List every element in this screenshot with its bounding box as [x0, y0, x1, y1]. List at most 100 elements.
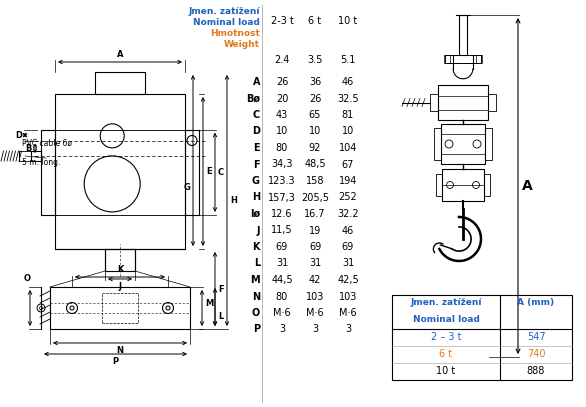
Text: 48,5: 48,5	[304, 160, 326, 169]
Bar	[441, 124, 485, 164]
Bar	[442, 169, 484, 201]
Text: 3: 3	[312, 324, 318, 335]
Text: 888: 888	[527, 366, 545, 376]
Text: Nominal load: Nominal load	[413, 315, 479, 324]
Text: 3: 3	[345, 324, 351, 335]
Text: 92: 92	[309, 143, 321, 153]
Bar	[392, 295, 572, 380]
Text: 11,5: 11,5	[271, 225, 293, 236]
Text: 67: 67	[342, 160, 354, 169]
Text: 34,3: 34,3	[271, 160, 293, 169]
Text: 42: 42	[309, 275, 321, 285]
Text: 205,5: 205,5	[301, 193, 329, 203]
Text: M: M	[205, 299, 213, 308]
Bar	[476, 55, 482, 63]
Bar	[185, 130, 199, 215]
Text: 26: 26	[276, 77, 288, 87]
Text: L: L	[254, 258, 260, 269]
Text: F: F	[218, 284, 224, 293]
Text: D: D	[252, 127, 260, 136]
Text: Weight: Weight	[224, 40, 260, 49]
Text: E: E	[206, 167, 212, 176]
Text: 2 – 3 t: 2 – 3 t	[431, 332, 461, 342]
Text: 10: 10	[342, 127, 354, 136]
Text: 5.1: 5.1	[340, 55, 356, 65]
Text: 547: 547	[527, 332, 546, 342]
Text: 31: 31	[276, 258, 288, 269]
Text: B: B	[26, 144, 32, 153]
Text: M·6: M·6	[339, 308, 357, 318]
Text: 32.5: 32.5	[337, 94, 359, 103]
Text: J: J	[118, 282, 121, 291]
Text: O: O	[23, 274, 30, 283]
Bar	[105, 249, 135, 271]
Bar	[31, 151, 41, 161]
Text: 81: 81	[342, 110, 354, 120]
Bar	[444, 55, 450, 63]
Text: M·6: M·6	[273, 308, 291, 318]
Text: Bø: Bø	[246, 94, 260, 103]
Text: 69: 69	[342, 242, 354, 252]
Text: 42,5: 42,5	[337, 275, 359, 285]
Text: 5 m. long.: 5 m. long.	[22, 158, 60, 167]
Text: 157,3: 157,3	[268, 193, 296, 203]
Text: L: L	[218, 312, 223, 321]
Text: 104: 104	[339, 143, 357, 153]
Text: F: F	[253, 160, 260, 169]
Text: 46: 46	[342, 225, 354, 236]
Text: 31: 31	[342, 258, 354, 269]
Text: Jmen. zatížení: Jmen. zatížení	[410, 298, 482, 307]
Text: 80: 80	[276, 143, 288, 153]
Text: 46: 46	[342, 77, 354, 87]
Text: G: G	[252, 176, 260, 186]
Text: 10: 10	[276, 127, 288, 136]
Text: A: A	[117, 50, 123, 59]
Text: 32.2: 32.2	[337, 209, 359, 219]
Text: P: P	[253, 324, 260, 335]
Text: 43: 43	[276, 110, 288, 120]
Text: J: J	[257, 225, 260, 236]
Text: Jmen. zatížení: Jmen. zatížení	[189, 7, 260, 16]
Text: 80: 80	[276, 291, 288, 302]
Text: 3: 3	[279, 324, 285, 335]
Text: M: M	[250, 275, 260, 285]
Text: P: P	[113, 357, 118, 366]
Text: 103: 103	[339, 291, 357, 302]
Bar	[484, 174, 490, 196]
Text: N: N	[117, 346, 124, 355]
Text: 2-3 t: 2-3 t	[271, 16, 294, 26]
Text: 103: 103	[306, 291, 324, 302]
Text: 123.3: 123.3	[268, 176, 296, 186]
Text: 31: 31	[309, 258, 321, 269]
Bar	[459, 15, 467, 55]
Text: 69: 69	[309, 242, 321, 252]
Text: A: A	[253, 77, 260, 87]
Bar	[434, 128, 441, 160]
Text: Hmotnost: Hmotnost	[210, 29, 260, 38]
Text: 20: 20	[276, 94, 288, 103]
Text: 3.5: 3.5	[307, 55, 323, 65]
Text: 6 t: 6 t	[308, 16, 322, 26]
Text: 44,5: 44,5	[271, 275, 293, 285]
Text: 10 t: 10 t	[338, 16, 357, 26]
Text: O: O	[252, 308, 260, 318]
Text: 6 t: 6 t	[440, 349, 452, 359]
Bar	[102, 293, 138, 323]
Text: C: C	[253, 110, 260, 120]
Text: E: E	[253, 143, 260, 153]
Bar	[488, 94, 496, 111]
Text: M·6: M·6	[306, 308, 324, 318]
Text: 158: 158	[306, 176, 324, 186]
Text: 36: 36	[309, 77, 321, 87]
Text: 12.6: 12.6	[271, 209, 293, 219]
Text: 65: 65	[309, 110, 321, 120]
Bar	[438, 85, 488, 120]
Text: A (mm): A (mm)	[517, 298, 554, 307]
Text: K: K	[253, 242, 260, 252]
Text: 740: 740	[527, 349, 545, 359]
Bar	[50, 287, 190, 329]
Text: Nominal load: Nominal load	[193, 18, 260, 27]
Bar	[430, 94, 438, 111]
Bar	[41, 130, 55, 215]
Text: 69: 69	[276, 242, 288, 252]
